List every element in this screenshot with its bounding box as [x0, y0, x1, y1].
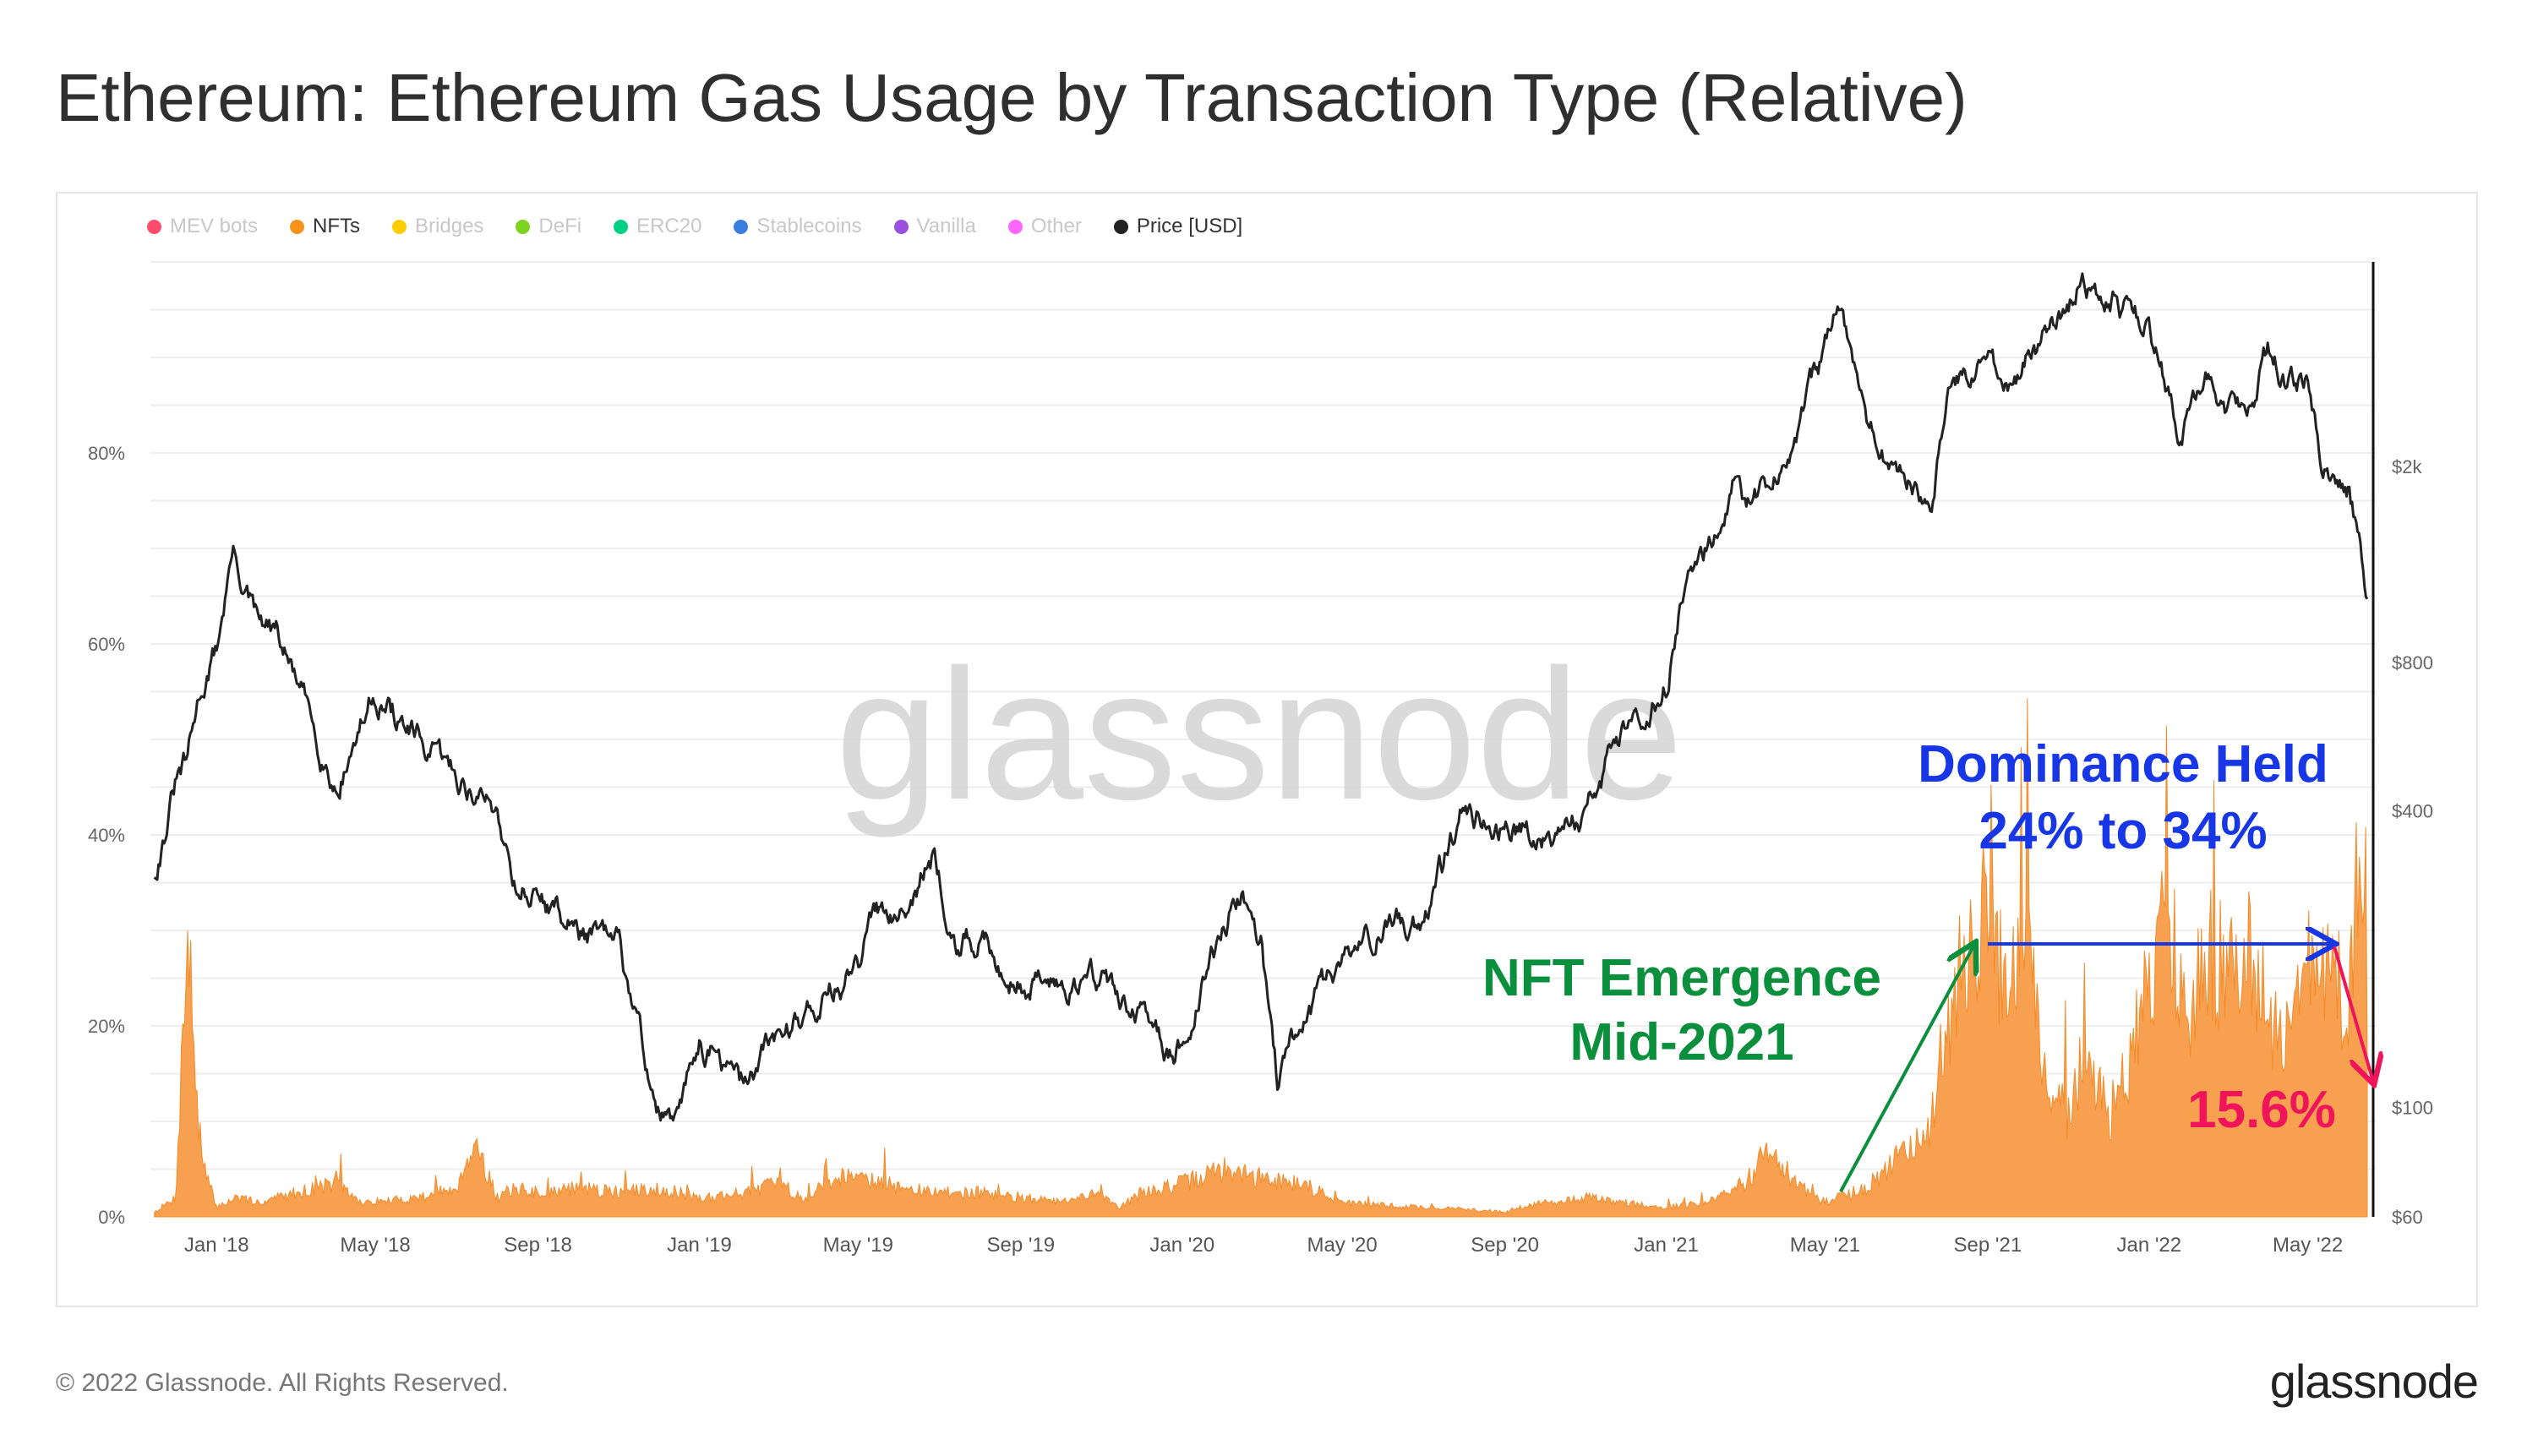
legend-item[interactable]: Other [1007, 215, 1082, 238]
x-tick-label: Sep '20 [1471, 1234, 1539, 1257]
legend-label: DeFi [538, 215, 582, 237]
legend-item[interactable]: Stablecoins [734, 215, 862, 238]
x-tick-label: Sep '19 [986, 1234, 1055, 1257]
legend-item[interactable]: Price [USD] [1113, 215, 1243, 238]
legend-item[interactable]: Bridges [392, 215, 483, 238]
x-tick-label: Sep '18 [504, 1234, 572, 1257]
legend-label: NFTs [313, 215, 361, 237]
nft-emergence-label: NFT Emergence [1482, 949, 1881, 1007]
x-tick-label: Jan '18 [184, 1234, 249, 1257]
glassnode-logo: glassnode [2269, 1355, 2479, 1408]
y-left-tick-label: 0% [98, 1207, 125, 1228]
y-right-tick-label: $400 [2392, 801, 2433, 822]
legend-dot [1007, 219, 1023, 234]
x-tick-label: May '21 [1790, 1234, 1860, 1257]
x-tick-label: Sep '21 [1954, 1234, 2022, 1257]
legend-item[interactable]: Vanilla [893, 215, 976, 238]
nft-emergence-arrow [1839, 945, 1974, 1192]
legend-dot [392, 219, 407, 234]
x-tick-label: May '19 [823, 1234, 893, 1257]
legend-label: MEV bots [170, 215, 259, 237]
copyright-footer: © 2022 Glassnode. All Rights Reserved. [56, 1369, 509, 1397]
legend-label: Bridges [415, 215, 484, 237]
x-tick-label: Jan '21 [1634, 1234, 1699, 1257]
gridlines [150, 261, 2377, 1170]
legend-item[interactable]: NFTs [290, 215, 360, 238]
x-tick-label: Jan '20 [1149, 1234, 1214, 1257]
legend-label: Vanilla [916, 215, 976, 237]
chart-legend: MEV bots NFTs Bridges DeFi ERC20 Stablecoins V… [147, 215, 1242, 238]
legend-dot [734, 219, 749, 234]
legend-label: Stablecoins [756, 215, 862, 237]
annotations: NFT Emergence Mid-2021 Dominance Held 24% t… [1482, 735, 2373, 1192]
y-right-tick-label: $100 [2392, 1098, 2433, 1119]
x-tick-label: May '20 [1307, 1234, 1377, 1257]
legend-dot [516, 219, 531, 234]
nft-area-layer [154, 698, 2368, 1218]
chart-frame [56, 192, 2478, 1307]
legend-dot [290, 219, 305, 234]
legend-dot [614, 219, 629, 234]
legend-item[interactable]: ERC20 [614, 215, 701, 238]
x-tick-label: May '18 [340, 1234, 410, 1257]
price-line-layer [153, 272, 2369, 1122]
legend-label: Price [USD] [1136, 215, 1243, 237]
x-tick-label: Jan '19 [667, 1234, 732, 1257]
legend-label: Other [1030, 215, 1082, 237]
chart-title: Ethereum: Ethereum Gas Usage by Transact… [56, 60, 1968, 135]
x-tick-label: Jan '22 [2116, 1234, 2181, 1257]
nft-emergence-sublabel: Mid-2021 [1569, 1013, 1793, 1072]
legend-dot [147, 219, 161, 234]
y-left-tick-label: 60% [88, 634, 125, 655]
y-left-tick-label: 40% [88, 825, 125, 846]
y-right-tick-label: $60 [2392, 1207, 2423, 1228]
y-right-tick-label: $2k [2392, 456, 2422, 477]
price-line [153, 272, 2369, 1122]
legend-dot [1113, 219, 1128, 234]
watermark: glassnode [836, 630, 1684, 838]
nft-area [154, 698, 2368, 1218]
right-axis: $60 $100 $400 $800 $2k [2371, 262, 2433, 1228]
legend-item[interactable]: MEV bots [147, 215, 258, 238]
dominance-sublabel: 24% to 34% [1978, 802, 2267, 860]
x-tick-label: May '22 [2273, 1234, 2343, 1257]
y-left-tick-label: 20% [88, 1016, 125, 1037]
dominance-label: Dominance Held [1918, 735, 2328, 793]
decline-arrow [2333, 946, 2373, 1082]
latest-value-label: 15.6% [2187, 1081, 2336, 1139]
y-right-tick-label: $800 [2392, 652, 2433, 673]
legend-label: ERC20 [636, 215, 702, 237]
x-axis: Jan '18 May '18 Sep '18 Jan '19 May '19 Sep '… [184, 1234, 2343, 1257]
legend-item[interactable]: DeFi [516, 215, 581, 238]
left-axis: 0% 20% 40% 60% 80% [88, 443, 125, 1228]
legend-dot [893, 219, 909, 234]
y-left-tick-label: 80% [88, 443, 125, 464]
